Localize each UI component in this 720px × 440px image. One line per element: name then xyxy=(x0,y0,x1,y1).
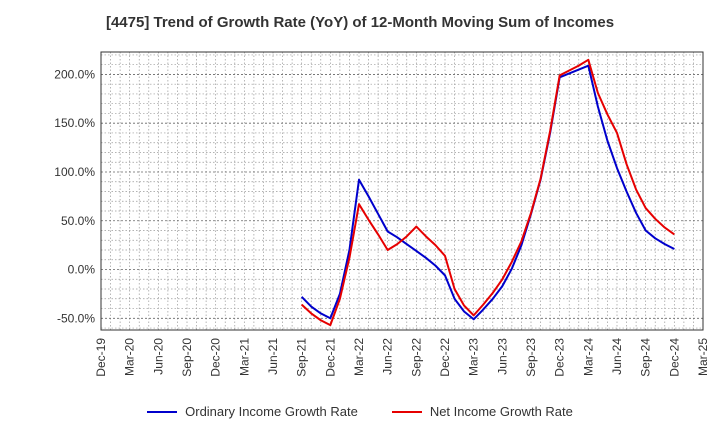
y-tick-label: 100.0% xyxy=(54,165,95,179)
chart-title: [4475] Trend of Growth Rate (YoY) of 12-… xyxy=(105,14,615,31)
x-tick-label: Jun-23 xyxy=(495,338,509,375)
legend-item-net-income: Net Income Growth Rate xyxy=(391,404,573,419)
y-tick-label: -50.0% xyxy=(57,311,95,325)
x-tick-label: Jun-24 xyxy=(610,338,624,375)
y-tick-label: 50.0% xyxy=(61,214,95,228)
x-tick-label: Sep-23 xyxy=(524,338,538,377)
plot-area xyxy=(100,51,704,331)
legend-swatch-ordinary-income xyxy=(147,410,178,413)
legend-label-ordinary-income: Ordinary Income Growth Rate xyxy=(185,404,358,419)
x-tick-label: Mar-20 xyxy=(123,338,137,376)
legend-label-net-income: Net Income Growth Rate xyxy=(429,404,573,419)
x-tick-label: Jun-21 xyxy=(266,338,280,375)
series-line-ordinary-income xyxy=(300,64,675,321)
x-tick-label: Dec-23 xyxy=(553,338,567,377)
x-tick-label: Mar-22 xyxy=(352,338,366,376)
x-tick-label: Dec-22 xyxy=(438,338,452,377)
x-tick-label: Mar-25 xyxy=(696,338,710,376)
legend-item-ordinary-income: Ordinary Income Growth Rate xyxy=(147,404,358,419)
x-tick-label: Mar-21 xyxy=(237,338,251,376)
y-tick-label: 200.0% xyxy=(54,67,95,81)
series-line-net-income xyxy=(300,58,675,327)
x-tick-label: Sep-21 xyxy=(295,338,309,377)
y-tick-label: 0.0% xyxy=(68,263,96,277)
x-tick-label: Dec-20 xyxy=(209,338,223,377)
chart-legend: Ordinary Income Growth Rate Net Income G… xyxy=(0,404,720,419)
legend-swatch-net-income xyxy=(391,410,422,413)
x-tick-label: Dec-24 xyxy=(667,338,681,377)
x-tick-label: Mar-24 xyxy=(581,338,595,376)
x-tick-label: Sep-22 xyxy=(409,338,423,377)
x-tick-label: Dec-19 xyxy=(94,338,108,377)
y-tick-label: 150.0% xyxy=(54,116,95,130)
x-tick-label: Mar-23 xyxy=(467,338,481,376)
x-tick-label: Dec-21 xyxy=(323,338,337,377)
x-tick-label: Sep-24 xyxy=(639,338,653,377)
x-tick-label: Sep-20 xyxy=(180,338,194,377)
x-tick-label: Jun-20 xyxy=(151,338,165,375)
x-tick-label: Jun-22 xyxy=(381,338,395,375)
